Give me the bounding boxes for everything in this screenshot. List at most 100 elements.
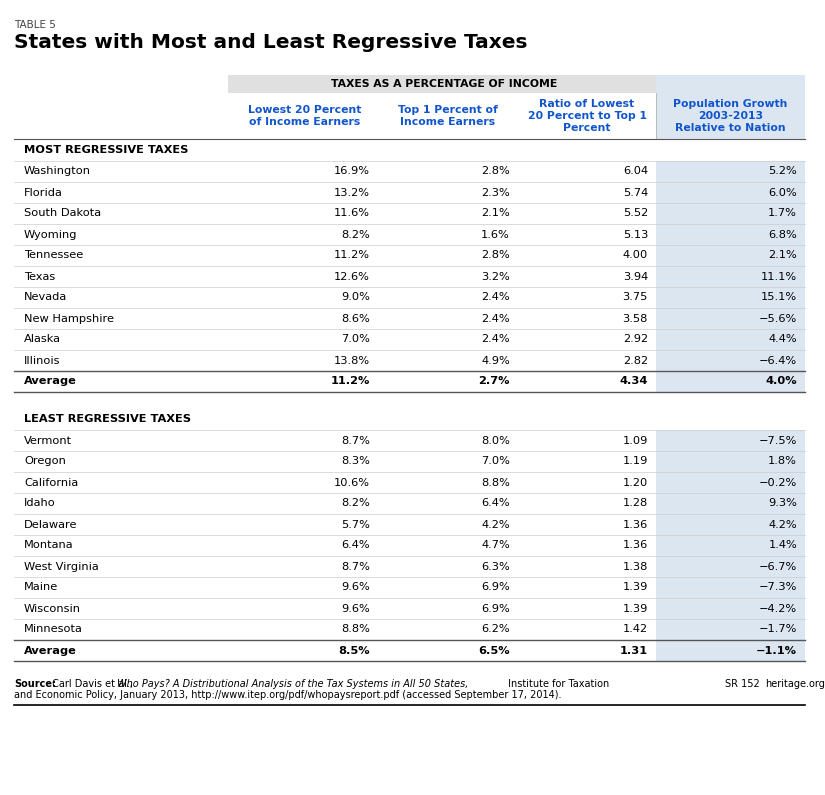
Text: 11.6%: 11.6% [334, 208, 370, 219]
Text: 13.2%: 13.2% [334, 188, 370, 197]
Text: 3.2%: 3.2% [481, 272, 510, 281]
Text: 1.31: 1.31 [620, 646, 648, 656]
Text: 3.75: 3.75 [623, 293, 648, 303]
Text: States with Most and Least Regressive Taxes: States with Most and Least Regressive Ta… [14, 33, 527, 52]
Text: Alaska: Alaska [24, 335, 61, 344]
Text: 5.13: 5.13 [623, 230, 648, 239]
Text: 8.7%: 8.7% [341, 561, 370, 572]
Text: Lowest 20 Percent
of Income Earners: Lowest 20 Percent of Income Earners [248, 105, 361, 126]
Text: 6.4%: 6.4% [342, 541, 370, 550]
Text: 8.8%: 8.8% [341, 625, 370, 634]
Bar [656, 182, 805, 203]
Text: 2.92: 2.92 [623, 335, 648, 344]
Text: −7.5%: −7.5% [759, 436, 797, 445]
Text: and Economic Policy, January 2013, http://www.itep.org/pdf/whopaysreport.pdf (ac: and Economic Policy, January 2013, http:… [14, 690, 562, 700]
Text: 2.8%: 2.8% [481, 166, 510, 176]
Text: Average: Average [24, 646, 77, 656]
Text: 4.7%: 4.7% [481, 541, 510, 550]
Text: 2.4%: 2.4% [481, 293, 510, 303]
Bar [656, 577, 805, 598]
Text: 3.58: 3.58 [623, 313, 648, 324]
Text: 15.1%: 15.1% [761, 293, 797, 303]
Text: 12.6%: 12.6% [334, 272, 370, 281]
Text: Idaho: Idaho [24, 498, 56, 509]
Text: 3.94: 3.94 [623, 272, 648, 281]
Bar [656, 266, 805, 287]
Bar [656, 451, 805, 472]
Text: 4.9%: 4.9% [481, 355, 510, 366]
Text: Vermont: Vermont [24, 436, 72, 445]
Text: 8.6%: 8.6% [342, 313, 370, 324]
Text: Delaware: Delaware [24, 519, 78, 529]
Text: heritage.org: heritage.org [765, 679, 825, 689]
Text: 7.0%: 7.0% [341, 335, 370, 344]
Text: 2.7%: 2.7% [478, 377, 510, 386]
Text: 4.2%: 4.2% [481, 519, 510, 529]
Text: −7.3%: −7.3% [759, 583, 797, 592]
Text: −0.2%: −0.2% [759, 478, 797, 487]
Text: 1.09: 1.09 [623, 436, 648, 445]
Text: Illinois: Illinois [24, 355, 60, 366]
Text: 1.38: 1.38 [623, 561, 648, 572]
Text: TAXES AS A PERCENTAGE OF INCOME: TAXES AS A PERCENTAGE OF INCOME [331, 79, 557, 89]
Text: Ratio of Lowest
20 Percent to Top 1
Percent: Ratio of Lowest 20 Percent to Top 1 Perc… [527, 99, 647, 133]
Bar [656, 493, 805, 514]
Text: 5.74: 5.74 [623, 188, 648, 197]
Text: −5.6%: −5.6% [759, 313, 797, 324]
Bar [656, 287, 805, 308]
Text: LEAST REGRESSIVE TAXES: LEAST REGRESSIVE TAXES [24, 414, 191, 424]
Text: Carl Davis et al.,: Carl Davis et al., [49, 679, 136, 689]
Text: 5.7%: 5.7% [341, 519, 370, 529]
Text: Source:: Source: [14, 679, 56, 689]
Text: 16.9%: 16.9% [334, 166, 370, 176]
Text: 13.8%: 13.8% [334, 355, 370, 366]
Text: 6.2%: 6.2% [481, 625, 510, 634]
Text: 11.1%: 11.1% [761, 272, 797, 281]
Text: 1.19: 1.19 [623, 456, 648, 467]
Text: 8.5%: 8.5% [338, 646, 370, 656]
Bar [656, 472, 805, 493]
Text: 10.6%: 10.6% [334, 478, 370, 487]
Text: TABLE 5: TABLE 5 [14, 20, 56, 30]
Text: 1.4%: 1.4% [768, 541, 797, 550]
Text: 8.0%: 8.0% [481, 436, 510, 445]
Text: −1.7%: −1.7% [759, 625, 797, 634]
Text: 11.2%: 11.2% [334, 250, 370, 261]
Text: 7.0%: 7.0% [481, 456, 510, 467]
Text: 1.20: 1.20 [623, 478, 648, 487]
Bar [656, 308, 805, 329]
Bar [656, 371, 805, 392]
Bar [656, 619, 805, 640]
Text: 9.6%: 9.6% [342, 583, 370, 592]
Text: 1.28: 1.28 [623, 498, 648, 509]
Text: SR 152: SR 152 [725, 679, 760, 689]
Bar [656, 329, 805, 350]
Text: 5.52: 5.52 [623, 208, 648, 219]
Bar [228, 75, 656, 93]
Text: 4.0%: 4.0% [766, 377, 797, 386]
Bar [656, 514, 805, 535]
Text: Wisconsin: Wisconsin [24, 603, 81, 614]
Bar [656, 556, 805, 577]
Text: 2.4%: 2.4% [481, 313, 510, 324]
Text: −6.4%: −6.4% [759, 355, 797, 366]
Text: 2.3%: 2.3% [481, 188, 510, 197]
Text: 4.00: 4.00 [623, 250, 648, 261]
Bar [656, 75, 805, 93]
Text: 1.42: 1.42 [623, 625, 648, 634]
Text: 1.39: 1.39 [623, 583, 648, 592]
Bar [656, 224, 805, 245]
Text: 9.0%: 9.0% [341, 293, 370, 303]
Text: Oregon: Oregon [24, 456, 66, 467]
Text: Minnesota: Minnesota [24, 625, 82, 634]
Text: Tennessee: Tennessee [24, 250, 83, 261]
Text: 2.4%: 2.4% [481, 335, 510, 344]
Text: 6.04: 6.04 [623, 166, 648, 176]
Text: −4.2%: −4.2% [759, 603, 797, 614]
Text: 8.2%: 8.2% [342, 230, 370, 239]
Text: 11.2%: 11.2% [331, 377, 370, 386]
Text: 6.9%: 6.9% [481, 583, 510, 592]
Bar [656, 640, 805, 661]
Text: 6.4%: 6.4% [481, 498, 510, 509]
Bar [656, 535, 805, 556]
